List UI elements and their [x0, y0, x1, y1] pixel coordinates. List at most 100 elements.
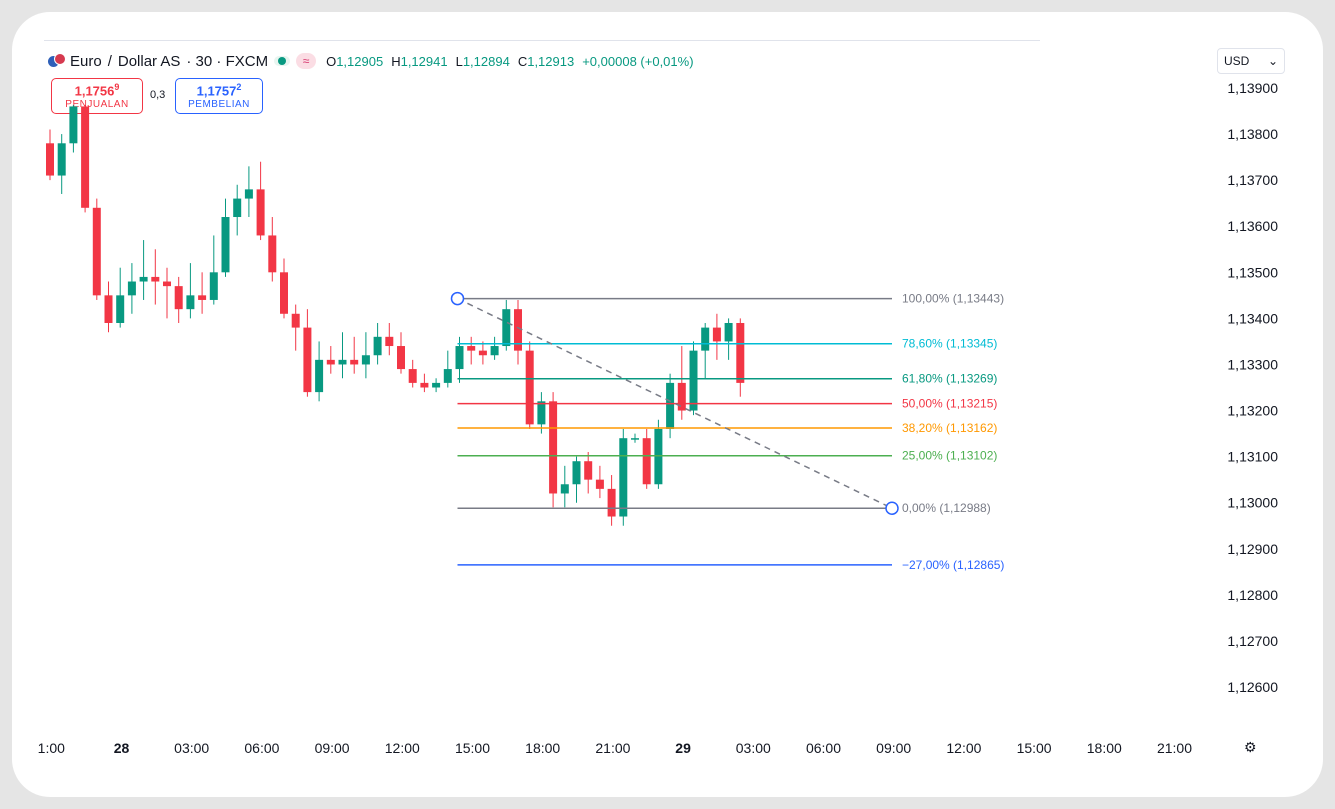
- currency-select[interactable]: USD ⌄: [1217, 48, 1285, 74]
- candle-body[interactable]: [584, 461, 593, 480]
- candle-body[interactable]: [666, 382, 675, 429]
- candle-body[interactable]: [467, 346, 476, 351]
- candle-body[interactable]: [408, 369, 417, 383]
- y-tick-label: 1,13700: [1227, 172, 1278, 188]
- symbol-header[interactable]: Euro / Dollar AS · 30 · FXCM ≈ O1,12905 …: [48, 51, 694, 71]
- candle-body[interactable]: [373, 336, 382, 356]
- candle-body[interactable]: [280, 272, 288, 314]
- x-tick-label: 15:00: [455, 740, 490, 756]
- buy-button[interactable]: 1,17572 PEMBELIAN: [175, 78, 263, 114]
- fib-level-label: 61,80% (1,13269): [902, 372, 997, 386]
- fib-anchor-handle[interactable]: [885, 501, 899, 515]
- candle-body[interactable]: [163, 281, 171, 287]
- candle-body[interactable]: [619, 438, 628, 517]
- candle-body[interactable]: [198, 295, 207, 300]
- candle-body[interactable]: [291, 313, 300, 328]
- candle-body[interactable]: [549, 401, 558, 494]
- x-tick-label: 03:00: [174, 740, 209, 756]
- x-tick-label: 06:00: [806, 740, 841, 756]
- candle-body[interactable]: [701, 327, 710, 351]
- x-tick-label: 15:00: [1017, 740, 1052, 756]
- candle-body[interactable]: [139, 276, 148, 282]
- candle-body[interactable]: [654, 428, 663, 485]
- candle-body[interactable]: [385, 336, 394, 347]
- x-tick-label: 21:00: [595, 740, 630, 756]
- x-tick-label: 09:00: [315, 740, 350, 756]
- candle-body[interactable]: [420, 382, 429, 388]
- candle-body[interactable]: [631, 438, 639, 440]
- candle-body[interactable]: [46, 143, 54, 176]
- y-tick-label: 1,13800: [1227, 126, 1278, 142]
- fib-level-label: 100,00% (1,13443): [902, 292, 1004, 306]
- candle-body[interactable]: [642, 438, 651, 485]
- sell-button[interactable]: 1,17569 PENJUALAN: [51, 78, 143, 114]
- candle-body[interactable]: [151, 276, 160, 282]
- candle-body[interactable]: [303, 327, 312, 393]
- y-tick-label: 1,12600: [1227, 679, 1278, 695]
- settings-icon[interactable]: ⚙: [1244, 739, 1257, 755]
- y-tick-label: 1,12900: [1227, 541, 1278, 557]
- x-tick-label: 21:00: [1157, 740, 1192, 756]
- candle-body[interactable]: [525, 350, 534, 425]
- candle-body[interactable]: [221, 217, 230, 273]
- candle-body[interactable]: [57, 143, 66, 176]
- y-tick-label: 1,13300: [1227, 356, 1278, 372]
- symbol-interval[interactable]: · 30 · FXCM: [186, 52, 269, 70]
- x-tick-label: 03:00: [736, 740, 771, 756]
- candle-body[interactable]: [127, 281, 136, 296]
- candle-body[interactable]: [116, 295, 125, 323]
- candle-body[interactable]: [326, 359, 335, 365]
- candle-body[interactable]: [256, 189, 265, 236]
- candle-body[interactable]: [69, 106, 78, 144]
- candle-body[interactable]: [92, 207, 101, 296]
- fib-anchor-handle[interactable]: [450, 291, 465, 306]
- spread-value: 0,3: [150, 89, 166, 101]
- candle-body[interactable]: [186, 295, 195, 310]
- candle-body[interactable]: [268, 235, 277, 273]
- y-tick-label: 1,13400: [1227, 310, 1278, 326]
- chevron-down-icon: ⌄: [1267, 54, 1278, 68]
- y-tick-label: 1,12800: [1227, 587, 1278, 603]
- candle-body[interactable]: [537, 401, 546, 425]
- symbol-quote[interactable]: Dollar AS: [117, 52, 181, 70]
- candle-body[interactable]: [490, 346, 499, 356]
- candle-body[interactable]: [455, 346, 464, 370]
- x-tick-label: 18:00: [1087, 740, 1122, 756]
- market-open-icon: [278, 57, 287, 65]
- candle-body[interactable]: [174, 286, 183, 310]
- candle-body[interactable]: [397, 346, 405, 370]
- candle-body[interactable]: [572, 461, 581, 485]
- plot-area: 100,00% (1,13443) 78,60% (1,13345) 61,80% …: [38, 80, 1279, 756]
- candle-body[interactable]: [478, 350, 487, 356]
- candle-body[interactable]: [432, 382, 441, 388]
- candle-body[interactable]: [209, 272, 218, 300]
- market-status-badge[interactable]: [274, 56, 291, 66]
- candle-body[interactable]: [689, 350, 698, 411]
- y-tick-label: 1,13000: [1227, 495, 1278, 511]
- candle-body[interactable]: [104, 295, 113, 323]
- candle-body[interactable]: [712, 327, 721, 342]
- candle-body[interactable]: [361, 355, 370, 365]
- fib-trend-line[interactable]: [457, 297, 893, 509]
- candle-body[interactable]: [677, 382, 686, 411]
- candle-body[interactable]: [595, 479, 604, 489]
- candle-body[interactable]: [502, 309, 511, 347]
- candle-body[interactable]: [443, 369, 452, 383]
- candle-body[interactable]: [736, 322, 745, 383]
- candle-body[interactable]: [560, 484, 569, 494]
- candle-body[interactable]: [724, 322, 733, 342]
- symbol-base[interactable]: Euro: [70, 52, 102, 70]
- candle-body[interactable]: [514, 309, 522, 351]
- y-tick-label: 1,13900: [1227, 80, 1278, 96]
- candle-body[interactable]: [350, 359, 359, 365]
- candle-body[interactable]: [315, 359, 324, 393]
- candle-body[interactable]: [607, 488, 616, 517]
- replay-icon[interactable]: ≈: [296, 53, 317, 69]
- candle-body[interactable]: [233, 198, 242, 218]
- fib-level-label: −27,00% (1,12865): [902, 558, 1004, 572]
- candle-body[interactable]: [81, 106, 90, 208]
- y-tick-label: 1,13100: [1227, 449, 1278, 465]
- candle-body[interactable]: [244, 189, 253, 199]
- candle-body[interactable]: [338, 359, 347, 365]
